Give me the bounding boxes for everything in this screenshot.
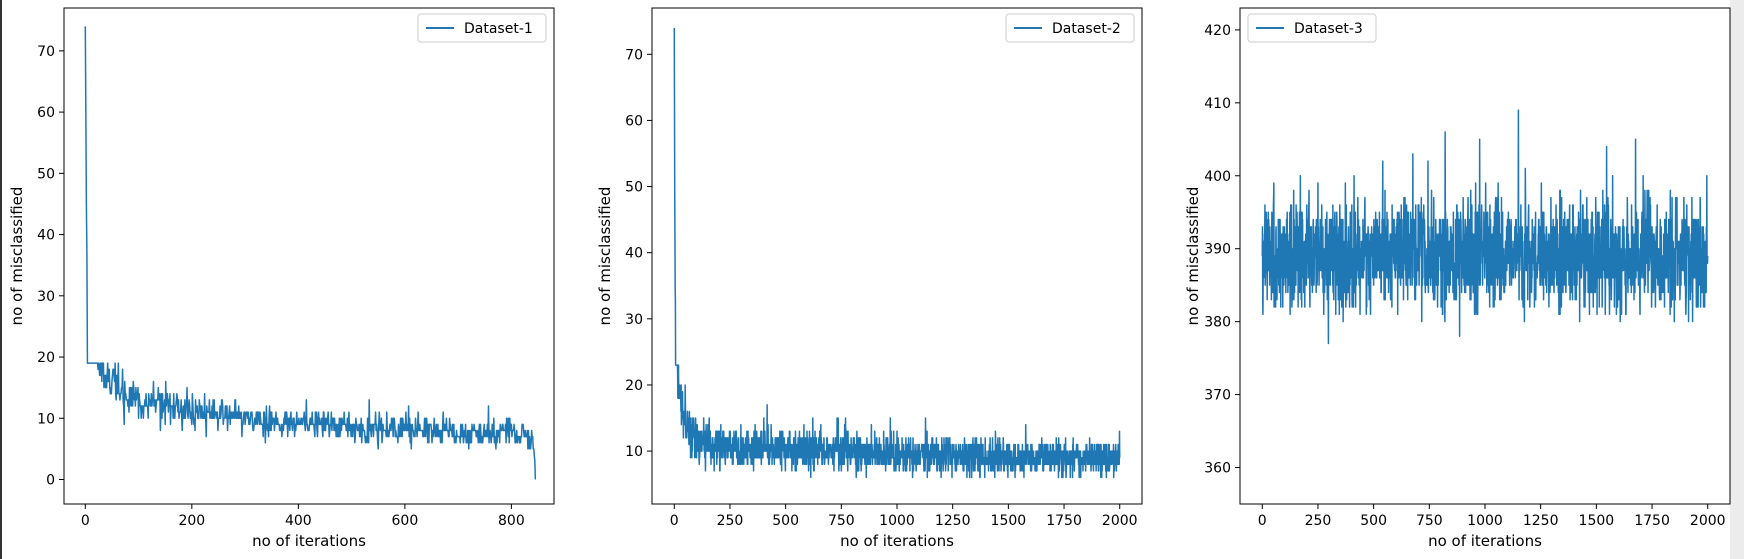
legend-box (1005, 13, 1135, 43)
x-tick-label: 1750 (1046, 513, 1082, 529)
legend: Dataset-3 (1247, 13, 1377, 43)
y-tick-label: 60 (37, 105, 55, 121)
x-tick-label: 0 (81, 513, 90, 529)
series-line-dataset-2 (673, 27, 1121, 479)
chart-panel-2: 0 250 500 750 1000 1250 1500 1750 2000 10 20 30 40 50… (596, 7, 1143, 550)
legend-label: Dataset-2 (1052, 21, 1121, 37)
x-tick-label: 250 (717, 513, 744, 529)
x-axis-label: no of iterations (840, 532, 954, 550)
axes-frame (63, 7, 555, 505)
y-tick-label: 50 (625, 180, 643, 196)
x-tick-label: 2000 (1690, 513, 1726, 529)
y-tick-label: 40 (37, 228, 55, 244)
right-window-edge (1730, 0, 1744, 559)
y-axis-label: no of misclassified (596, 187, 614, 326)
legend: Dataset-2 (1005, 13, 1135, 43)
y-tick-label: 50 (37, 166, 55, 182)
x-tick-label: 600 (392, 513, 419, 529)
series-line-dataset-1 (84, 26, 537, 480)
x-tick-label: 200 (178, 513, 205, 529)
y-tick-label: 360 (1204, 461, 1231, 477)
x-tick-label: 1500 (991, 513, 1027, 529)
left-window-edge (0, 0, 2, 559)
y-tick-label: 10 (37, 411, 55, 427)
x-tick-label: 750 (1416, 513, 1443, 529)
y-tick-label: 10 (625, 444, 643, 460)
y-axis-label: no of misclassified (1184, 187, 1202, 326)
y-tick-label: 380 (1204, 315, 1231, 331)
chart-panel-1: 0 200 400 600 800 0 10 20 30 40 50 60 70 no of iterat… (8, 7, 555, 550)
y-axis-label: no of misclassified (8, 187, 26, 326)
x-tick-label: 2000 (1102, 513, 1138, 529)
y-tick-label: 30 (625, 312, 643, 328)
x-axis-label: no of iterations (252, 532, 366, 550)
legend-box (417, 13, 547, 43)
x-axis-label: no of iterations (1428, 532, 1542, 550)
plot-area (652, 8, 1142, 504)
x-tick-label: 1750 (1634, 513, 1670, 529)
y-tick-label: 0 (46, 473, 55, 489)
y-tick-label: 60 (625, 113, 643, 129)
x-tick-label: 1000 (879, 513, 915, 529)
x-tick-label: 500 (772, 513, 799, 529)
plot-area (64, 8, 554, 504)
x-tick-label: 0 (670, 513, 679, 529)
y-tick-label: 20 (37, 350, 55, 366)
y-tick-label: 390 (1204, 242, 1231, 258)
y-tick-label: 40 (625, 246, 643, 262)
chart-panel-3: 0 250 500 750 1000 1250 1500 1750 2000 360 370 380 3… (1184, 7, 1731, 550)
x-tick-label: 400 (285, 513, 312, 529)
legend: Dataset-1 (417, 13, 547, 43)
x-tick-label: 800 (498, 513, 525, 529)
x-tick-label: 1250 (935, 513, 971, 529)
x-tick-label: 1250 (1523, 513, 1559, 529)
x-tick-label: 250 (1305, 513, 1332, 529)
y-tick-label: 70 (625, 47, 643, 63)
legend-label: Dataset-3 (1294, 21, 1363, 37)
y-tick-label: 370 (1204, 388, 1231, 404)
x-tick-label: 1500 (1579, 513, 1615, 529)
x-tick-label: 500 (1360, 513, 1387, 529)
series-line-dataset-3 (1261, 109, 1709, 345)
y-tick-label: 70 (37, 44, 55, 60)
x-tick-label: 1000 (1467, 513, 1503, 529)
legend-box (1247, 13, 1377, 43)
y-tick-label: 410 (1204, 96, 1231, 112)
y-tick-label: 30 (37, 289, 55, 305)
y-tick-label: 400 (1204, 169, 1231, 185)
y-tick-label: 420 (1204, 23, 1231, 39)
x-tick-label: 750 (828, 513, 855, 529)
legend-label: Dataset-1 (464, 21, 533, 37)
x-tick-label: 0 (1258, 513, 1267, 529)
y-tick-label: 20 (625, 378, 643, 394)
